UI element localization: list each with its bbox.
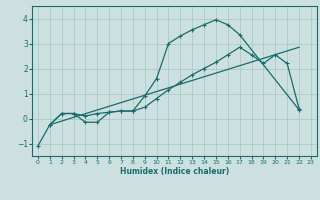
X-axis label: Humidex (Indice chaleur): Humidex (Indice chaleur) <box>120 167 229 176</box>
